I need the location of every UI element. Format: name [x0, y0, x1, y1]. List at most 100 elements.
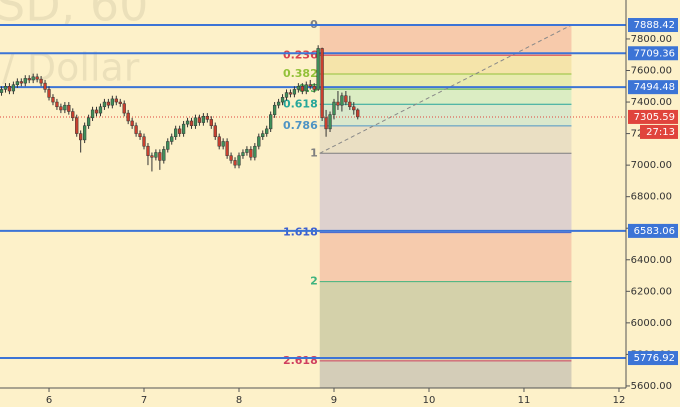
candle-body	[241, 152, 245, 156]
fib-band	[319, 281, 572, 361]
candle-body	[288, 92, 293, 95]
candle-body	[296, 86, 301, 90]
fib-level-label: 1.618	[283, 226, 318, 239]
candle-body	[300, 86, 304, 92]
candle-body	[63, 104, 67, 111]
price-label-box	[628, 351, 678, 366]
candle-body	[118, 101, 122, 104]
candle-body	[94, 109, 99, 114]
candle-body	[0, 89, 4, 93]
fib-level-label: 0.382	[283, 67, 318, 80]
fib-band	[319, 360, 572, 388]
candle-body	[86, 117, 91, 126]
candle-body	[170, 136, 174, 142]
y-tick-label: 7400.00	[631, 97, 672, 108]
y-tick-label: 5600.00	[631, 381, 672, 392]
candle-body	[90, 109, 95, 119]
candle-body	[217, 136, 221, 147]
candle-body	[328, 114, 332, 130]
candle-body	[75, 117, 79, 134]
candle-body	[158, 152, 162, 161]
price-label: 5776.92	[634, 353, 675, 364]
fib-band	[319, 25, 572, 56]
candle-body	[174, 128, 178, 137]
candle-body	[162, 149, 166, 161]
candle-body	[114, 98, 118, 103]
candle-body	[233, 160, 237, 166]
candle-body	[344, 95, 348, 103]
candle-body	[221, 141, 225, 147]
fib-level-label: 2.618	[283, 354, 318, 367]
candle-body	[51, 97, 55, 103]
candle-body	[142, 136, 146, 147]
x-tick-label: 12	[613, 395, 626, 406]
candle-body	[245, 149, 249, 153]
candle-body	[150, 155, 154, 158]
candle-body	[43, 82, 47, 90]
price-label-box	[628, 80, 678, 95]
candle-body	[324, 117, 328, 130]
candle-body	[304, 84, 308, 92]
candle-body	[110, 98, 114, 106]
fib-level-label: 0.5	[298, 82, 318, 95]
candle-body	[249, 149, 253, 158]
y-tick-label: 6000.00	[631, 318, 672, 329]
candle-body	[55, 101, 59, 108]
price-label: 7888.42	[634, 20, 675, 31]
y-tick-label: 6200.00	[631, 286, 672, 297]
candle-body	[272, 104, 277, 115]
fib-band	[319, 74, 572, 90]
candle-body	[83, 125, 87, 141]
candle-body	[213, 125, 217, 137]
candle-body	[138, 133, 142, 137]
candle-body	[7, 86, 12, 92]
fib-level-label: 2	[310, 275, 318, 288]
candle-body	[201, 115, 206, 123]
candle-body	[185, 120, 190, 125]
candle-body	[19, 81, 23, 84]
candle-body	[146, 145, 150, 156]
y-tick-label: 7000.00	[631, 160, 672, 171]
price-label: 6583.06	[634, 226, 675, 237]
countdown-box	[640, 124, 678, 139]
candle-body	[102, 101, 107, 108]
candle-body	[31, 76, 35, 81]
candle-body	[253, 145, 257, 158]
candle-body	[308, 84, 312, 87]
candle-body	[312, 86, 316, 90]
fib-band	[319, 89, 572, 105]
last-price-box	[628, 109, 678, 124]
x-tick-label: 7	[141, 395, 147, 406]
candle-body	[79, 133, 83, 141]
countdown-label: 27:13	[646, 127, 675, 138]
candle-body	[47, 89, 51, 98]
candle-body	[193, 117, 198, 126]
fib-band	[319, 232, 572, 282]
fib-level-label: 0.236	[283, 48, 318, 61]
fib-band	[319, 55, 572, 75]
candle-body	[269, 114, 273, 130]
watermark: SD, 60	[0, 0, 148, 32]
candle-body	[265, 128, 269, 134]
fib-band	[319, 104, 572, 126]
candle-body	[189, 120, 194, 126]
fib-band	[319, 125, 572, 154]
candle-body	[197, 117, 202, 123]
candle-body	[257, 136, 261, 147]
candle-body	[177, 128, 182, 134]
y-tick-label: 7800.00	[631, 34, 672, 45]
candle-body	[340, 95, 344, 106]
candle-body	[134, 125, 138, 134]
candle-body	[3, 86, 8, 90]
candle-body	[23, 78, 27, 84]
candle-body	[316, 48, 320, 90]
candle-body	[98, 106, 103, 114]
price-label-box	[628, 223, 678, 238]
fib-band	[319, 153, 572, 233]
candle-body	[332, 101, 336, 115]
candle-body	[166, 141, 170, 150]
x-tick-label: 8	[236, 395, 242, 406]
candle-body	[336, 101, 340, 106]
